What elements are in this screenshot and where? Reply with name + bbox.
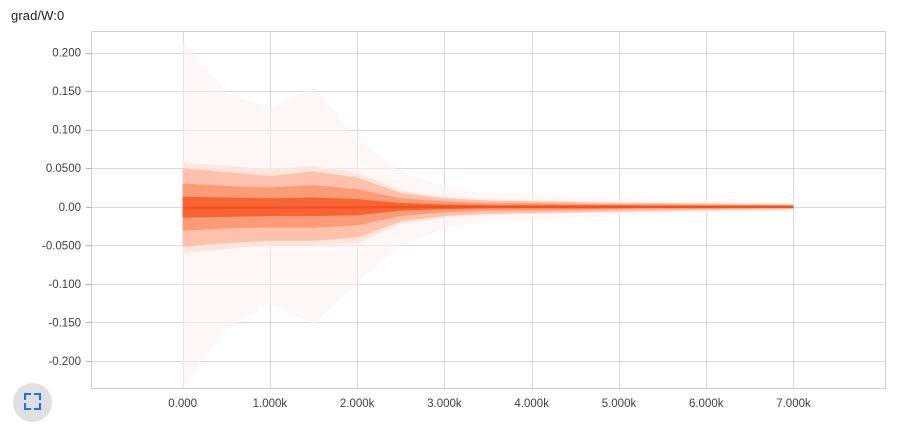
chart-title: grad/W:0 — [11, 8, 65, 23]
y-axis-tick-label: 0.150 — [52, 86, 81, 98]
percentile-bands-group — [182, 41, 794, 389]
y-axis-tick-label: 0.00 — [59, 202, 81, 214]
y-axis-tick-label: -0.100 — [48, 279, 81, 291]
y-axis-tick-label: -0.200 — [48, 356, 81, 368]
y-axis-tick-label: 0.0500 — [46, 163, 81, 175]
y-axis-tick-label: -0.150 — [48, 317, 81, 329]
fullscreen-expand-icon — [23, 392, 42, 413]
fullscreen-toggle-button[interactable] — [13, 383, 52, 422]
y-axis-tick-label: -0.0500 — [42, 240, 81, 252]
x-axis-tick-label: 5.000k — [602, 398, 637, 410]
y-axis-labels-group: 0.200 0.150 0.100 0.0500 0.00 -0.0500 -0.100 -0… — [42, 48, 81, 368]
x-axis-tick-label: 6.000k — [689, 398, 724, 410]
y-axis-tick-label: 0.100 — [52, 125, 81, 137]
x-axis-tick-label: 2.000k — [340, 398, 375, 410]
median-line-group — [182, 205, 794, 210]
x-axis-tick-label: 1.000k — [253, 398, 288, 410]
x-axis-tick-label: 3.000k — [427, 398, 462, 410]
y-axis-tick-label: 0.200 — [52, 48, 81, 60]
x-axis-tick-label: 4.000k — [514, 398, 549, 410]
median-line — [182, 205, 794, 210]
x-axis-tick-label: 0.000 — [168, 398, 197, 410]
x-axis-tick-label: 7.000k — [776, 398, 811, 410]
x-axis-labels-group: 0.000 1.000k 2.000k 3.000k 4.000k 5.000k 6.000… — [168, 398, 811, 410]
